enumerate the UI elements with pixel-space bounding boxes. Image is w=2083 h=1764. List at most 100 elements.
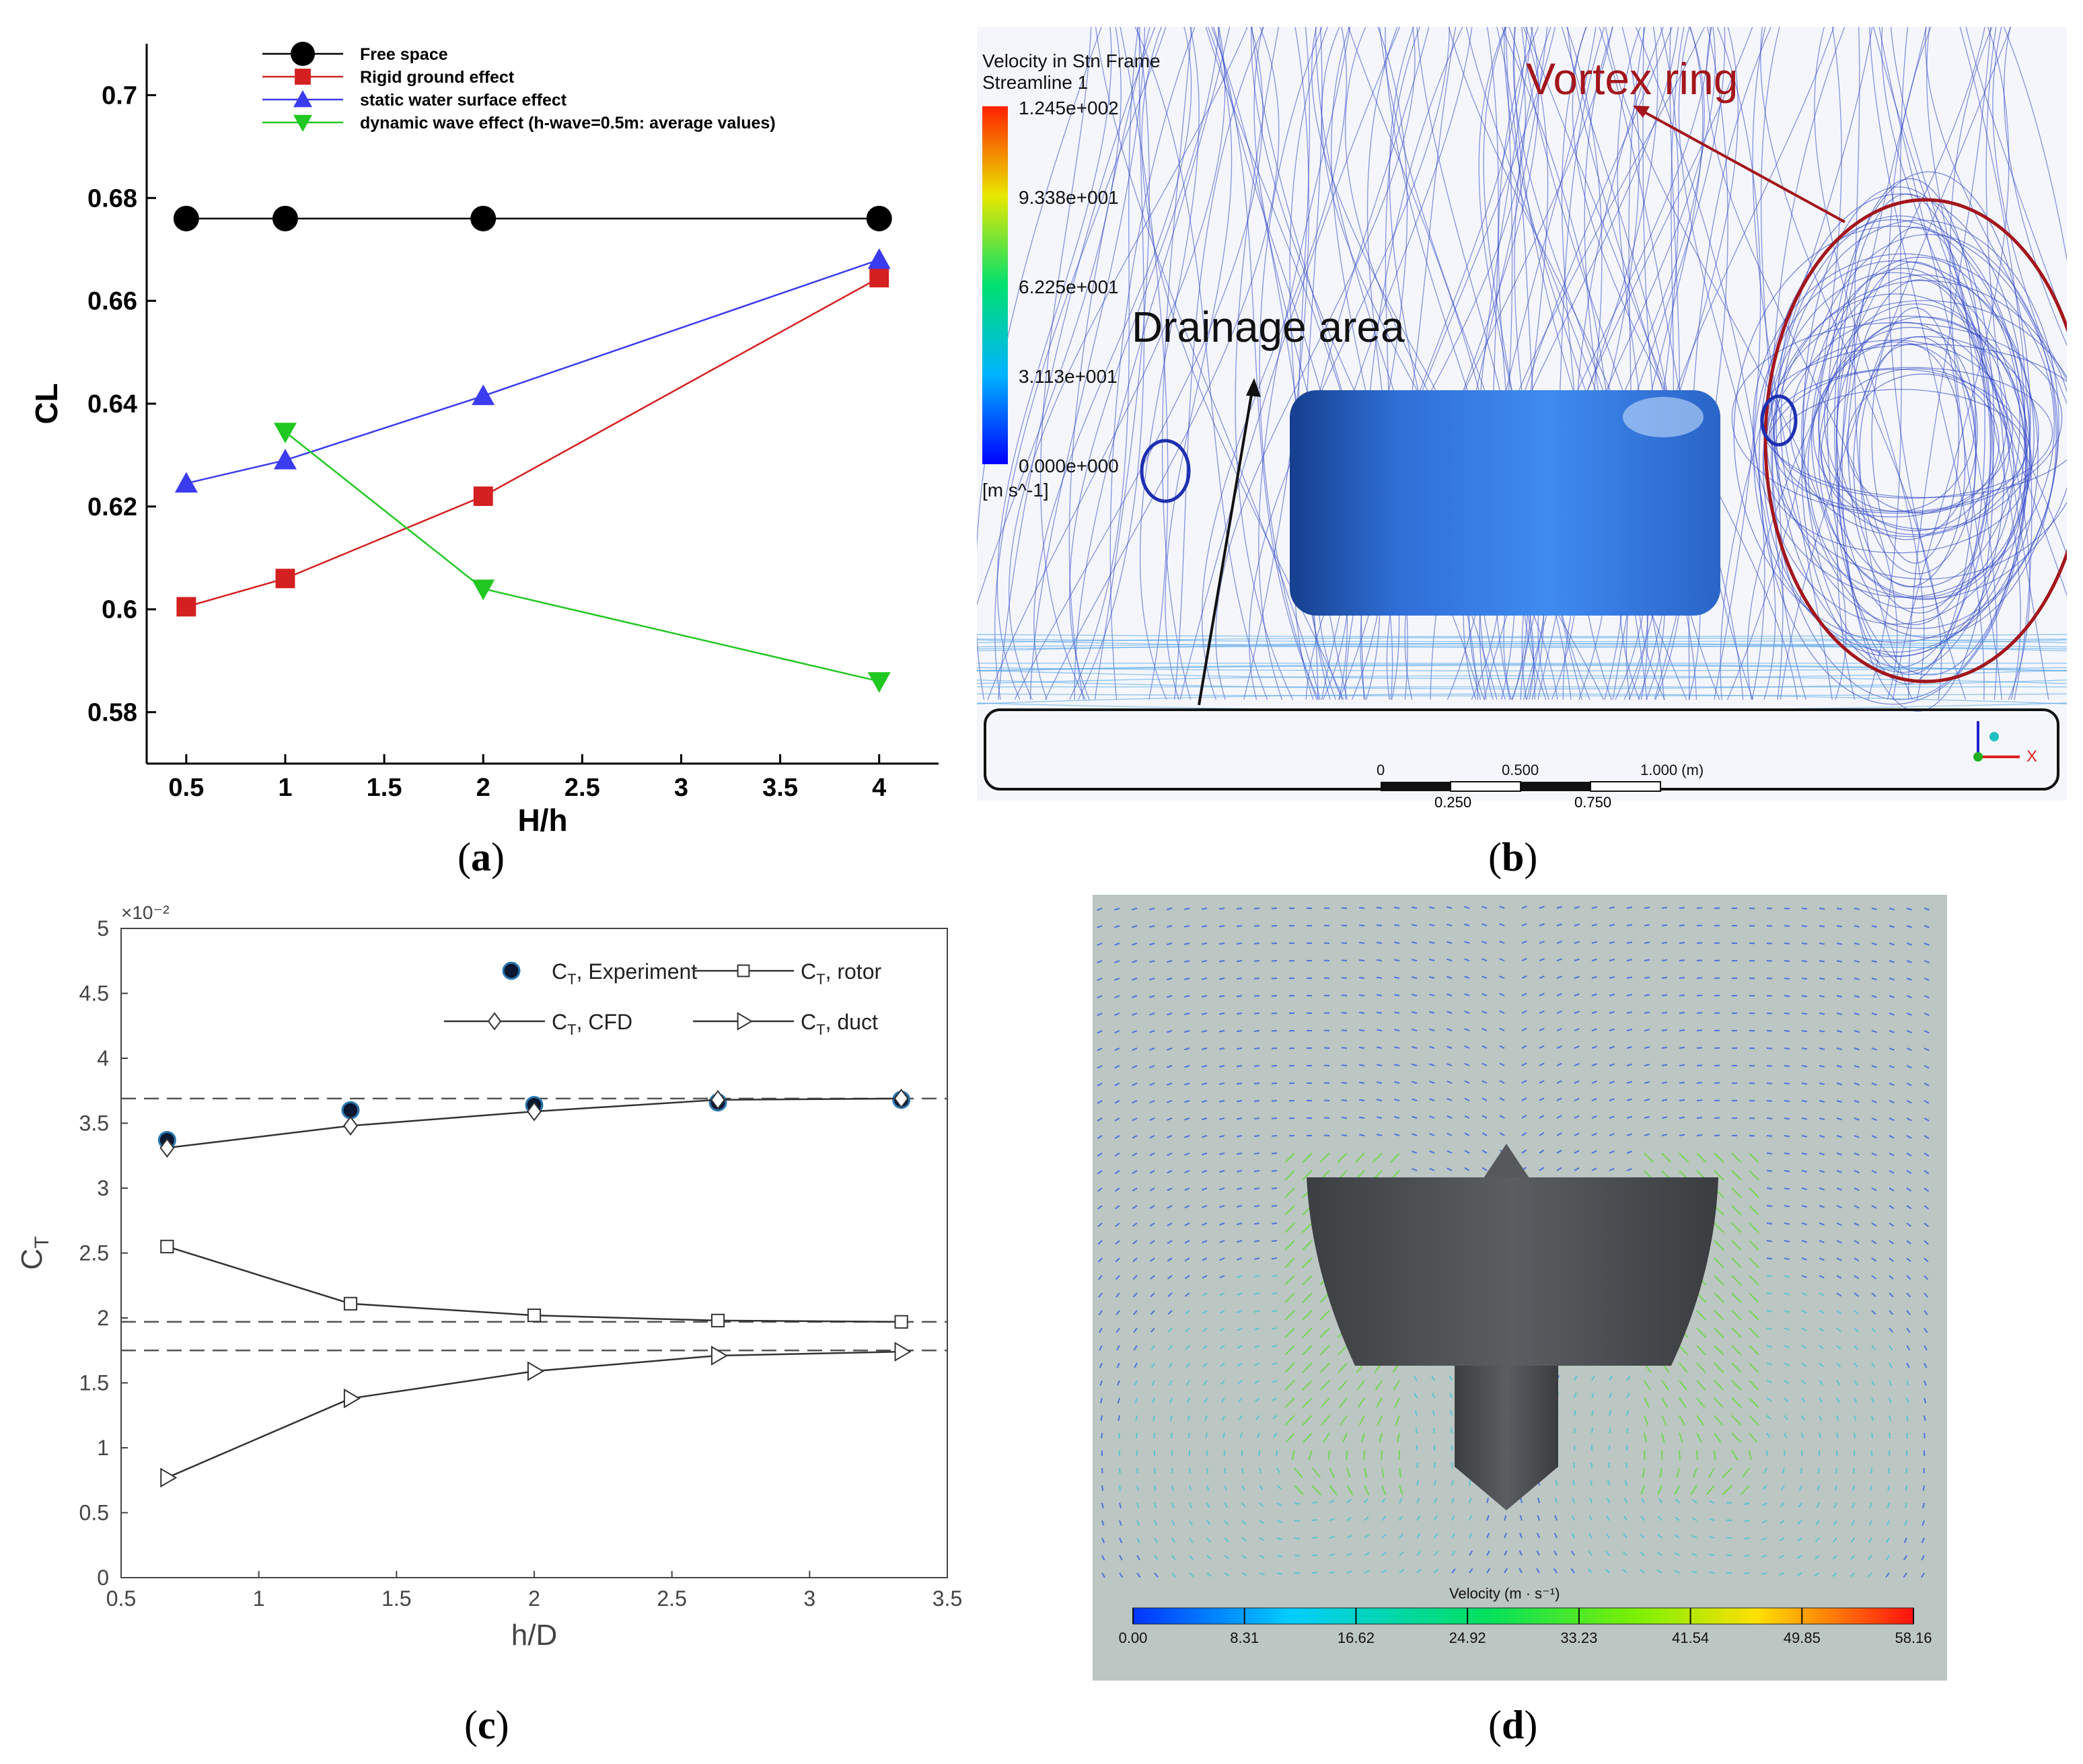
streamline [1678, 27, 1776, 700]
velocity-vector [1679, 1345, 1689, 1356]
velocity-vector [1254, 1345, 1260, 1349]
velocity-vector [1924, 1065, 1930, 1069]
velocity-vector [1236, 1082, 1243, 1085]
velocity-vector [1341, 1117, 1348, 1119]
velocity-vector [1731, 1292, 1742, 1303]
velocity-vector [1871, 1240, 1877, 1245]
velocity-vector [1714, 1310, 1724, 1321]
velocity-vector [1679, 1415, 1685, 1426]
velocity-vector [1850, 1555, 1855, 1560]
velocity-vector [1341, 1064, 1348, 1066]
velocity-vector [1346, 1570, 1352, 1574]
velocity-vector [1574, 1063, 1580, 1066]
velocity-vector [1134, 1362, 1138, 1368]
velocity-vector [1464, 1132, 1470, 1136]
velocity-vector [1609, 1427, 1611, 1434]
y-tick-label: 1.5 [79, 1371, 109, 1395]
velocity-vector [1202, 1327, 1208, 1332]
velocity-vector [1675, 1498, 1680, 1504]
velocity-vector [1097, 1257, 1103, 1263]
velocity-vector [1690, 1485, 1697, 1496]
velocity-vector [1605, 1568, 1610, 1574]
caption-c: (c) [464, 1703, 509, 1747]
velocity-vector [1539, 1010, 1545, 1014]
y-tick-label: 3 [97, 1176, 109, 1200]
velocity-vector [1393, 959, 1400, 961]
velocity-vector [1854, 1362, 1858, 1368]
velocity-vector [1464, 993, 1470, 996]
velocity-vector [1376, 1029, 1383, 1031]
velocity-vector [1434, 1551, 1438, 1556]
velocity-vector [1871, 1380, 1875, 1386]
velocity-vector [1202, 1082, 1208, 1086]
velocity-vector [1429, 1080, 1435, 1084]
velocity-vector [1218, 978, 1225, 980]
velocity-vector [1574, 958, 1580, 961]
velocity-vector [1169, 1397, 1173, 1403]
velocity-vector [1924, 960, 1930, 963]
velocity-vector [1276, 1555, 1282, 1558]
velocity-vector [1167, 1327, 1173, 1333]
velocity-vector [1364, 1516, 1369, 1521]
velocity-vector [1854, 995, 1860, 998]
velocity-vector [1906, 1222, 1912, 1227]
velocity-vector [1429, 1063, 1435, 1066]
velocity-vector [1354, 1152, 1365, 1163]
velocity-vector [1184, 1205, 1190, 1209]
velocity-vector [1464, 1028, 1470, 1031]
velocity-vector [1609, 1133, 1615, 1136]
velocity-vector [1429, 1045, 1435, 1049]
velocity-vector [1447, 906, 1453, 909]
velocity-vector [1447, 1150, 1453, 1154]
velocity-vector [1539, 1097, 1545, 1101]
velocity-vector [1640, 1569, 1645, 1574]
velocity-vector [1749, 1397, 1759, 1408]
vortex-streamline [1827, 171, 2031, 676]
velocity-vector [1784, 1380, 1790, 1385]
velocity-vector [1661, 1099, 1668, 1101]
velocity-vector [1284, 1205, 1295, 1216]
ground-streamline [977, 693, 2067, 697]
velocity-vector [1854, 1100, 1860, 1103]
velocity-vector [1679, 994, 1685, 996]
velocity-vector [1133, 1327, 1138, 1333]
velocity-vector [1254, 1380, 1260, 1385]
velocity-vector [1237, 1345, 1243, 1349]
velocity-vector [1833, 1502, 1837, 1508]
velocity-vector [1623, 1498, 1628, 1504]
velocity-vector [1469, 1568, 1473, 1574]
velocity-vector [1319, 1152, 1330, 1163]
velocity-vector [1259, 1467, 1262, 1473]
velocity-vector [1132, 925, 1138, 928]
velocity-vector [1115, 1275, 1120, 1280]
velocity-vector [1761, 1520, 1767, 1524]
y-axis-label: CL [29, 383, 64, 424]
velocity-vector [1661, 1081, 1668, 1084]
velocity-vector [1189, 1537, 1194, 1543]
velocity-vector [1731, 1345, 1742, 1356]
velocity-vector [1784, 1240, 1790, 1243]
velocity-vector [1311, 1501, 1318, 1504]
velocity-vector [1609, 1010, 1615, 1014]
velocity-vector [1731, 1275, 1742, 1286]
velocity-vector [1851, 1502, 1855, 1508]
velocity-vector [1924, 925, 1930, 928]
velocity-vector [1201, 1065, 1208, 1068]
velocity-vector [1906, 943, 1912, 946]
velocity-vector [1749, 1222, 1759, 1233]
velocity-vector [1574, 906, 1580, 909]
body-highlight [1623, 397, 1704, 437]
velocity-vector [1150, 1310, 1155, 1315]
velocity-vector [1271, 1257, 1278, 1260]
velocity-vector [1696, 1397, 1706, 1408]
velocity-vector [1101, 1467, 1103, 1474]
velocity-vector [1889, 1380, 1893, 1386]
velocity-vector [1626, 1410, 1630, 1416]
legend-title-2: Streamline 1 [982, 72, 1088, 93]
streamline [1760, 27, 1784, 700]
velocity-vector [1218, 1135, 1225, 1138]
streamline [1078, 27, 1145, 700]
velocity-vector [1151, 1362, 1155, 1368]
velocity-vector [1920, 1572, 1925, 1578]
velocity-vector [1187, 1432, 1190, 1439]
